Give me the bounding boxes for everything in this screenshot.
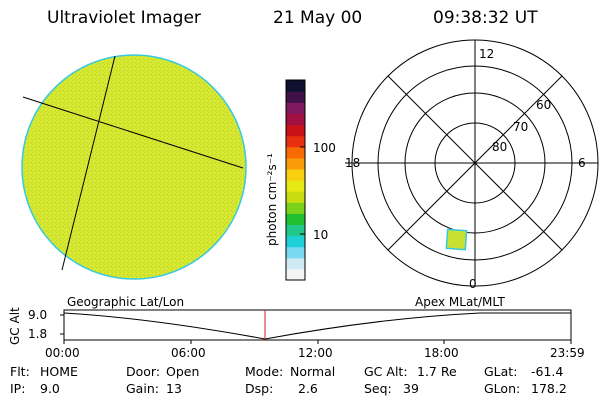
colorbar-band — [286, 135, 305, 148]
colorbar-band — [286, 157, 305, 170]
gcalt-label: GC Alt: — [364, 364, 408, 379]
glat-value: -61.4 — [531, 364, 564, 379]
color-scale-frame — [285, 79, 306, 281]
mlt-label-12: 12 — [479, 47, 495, 61]
polar-plot — [345, 39, 599, 287]
colorbar-label-100: 100 — [313, 141, 336, 155]
color-scale-bar — [286, 80, 305, 281]
timeline-right-title: Apex MLat/MLT — [415, 295, 505, 309]
colorbar-band — [286, 80, 305, 92]
colorbar-band — [286, 257, 305, 270]
colorbar-band — [286, 124, 305, 137]
lat-line — [22, 96, 244, 169]
auroral-image — [21, 54, 247, 280]
glat-label: GLat: — [484, 364, 518, 379]
glon-value: 178.2 — [531, 381, 567, 396]
ip-label: IP: — [10, 381, 26, 396]
door-label: Door: — [126, 364, 161, 379]
mlt-label-0: 0 — [469, 277, 477, 291]
timeline-xlabel-3: 18:00 — [424, 346, 459, 360]
polar-diagonal-2 — [387, 75, 563, 251]
colorbar-band — [286, 268, 305, 281]
colorbar-unit-label: photon cm⁻²s⁻¹ — [265, 153, 279, 246]
instrument-title: Ultraviolet Imager — [47, 8, 201, 28]
colorbar-band — [286, 246, 305, 259]
dsp-value: 2.6 — [298, 381, 318, 396]
ip-value: 9.0 — [40, 381, 60, 396]
lat-label-70: 70 — [513, 120, 529, 134]
timeline-xlabel-1: 06:00 — [171, 346, 206, 360]
timeline-ytick-label-1.8: 1.8 — [28, 327, 48, 341]
colorbar-band — [286, 102, 305, 114]
mlt-label-18: 18 — [345, 156, 361, 170]
gc-alt-curve — [63, 312, 571, 340]
gain-value: 13 — [166, 381, 182, 396]
mode-label: Mode: — [245, 364, 284, 379]
polar-image-patch — [445, 228, 468, 251]
gcalt-value: 1.7 Re — [417, 364, 457, 379]
timeline-left-title: Geographic Lat/Lon — [67, 295, 185, 309]
time-label: 09:38:32 UT — [433, 8, 538, 28]
earth-disk — [21, 54, 247, 280]
lat-label-60: 60 — [536, 98, 552, 112]
colorbar-band — [286, 180, 305, 192]
date-label: 21 May 00 — [273, 8, 363, 28]
colorbar-band — [286, 224, 305, 237]
timeline-xlabel-2: 12:00 — [298, 346, 333, 360]
lat-label-80: 80 — [492, 140, 508, 154]
colorbar-band — [286, 202, 305, 214]
colorbar-label-10: 10 — [313, 228, 329, 242]
flt-label: Flt: — [10, 364, 30, 379]
colorbar-band — [286, 168, 305, 181]
colorbar-band — [286, 235, 305, 248]
timeline-frame — [63, 309, 572, 341]
seq-value: 39 — [403, 381, 419, 396]
lon-line — [61, 55, 116, 271]
mlt-label-6: 6 — [578, 156, 586, 170]
colorbar-band — [286, 213, 305, 226]
timeline-xlabel-0: 00:00 — [45, 346, 80, 360]
colorbar-band — [286, 146, 305, 159]
timeline-ytick-label-9: 9.0 — [28, 308, 48, 322]
timeline-y-label: GC Alt — [8, 307, 22, 345]
door-value: Open — [166, 364, 200, 379]
colorbar-band — [286, 113, 305, 126]
orbit-timeline — [60, 309, 572, 344]
colorbar-band — [286, 191, 305, 203]
colorbar-band — [286, 91, 305, 103]
gain-label: Gain: — [126, 381, 159, 396]
glon-label: GLon: — [484, 381, 521, 396]
dsp-label: Dsp: — [245, 381, 274, 396]
mode-value: Normal — [290, 364, 336, 379]
timeline-xlabel-4: 23:59 — [550, 346, 585, 360]
flt-value: HOME — [40, 364, 78, 379]
seq-label: Seq: — [364, 381, 392, 396]
